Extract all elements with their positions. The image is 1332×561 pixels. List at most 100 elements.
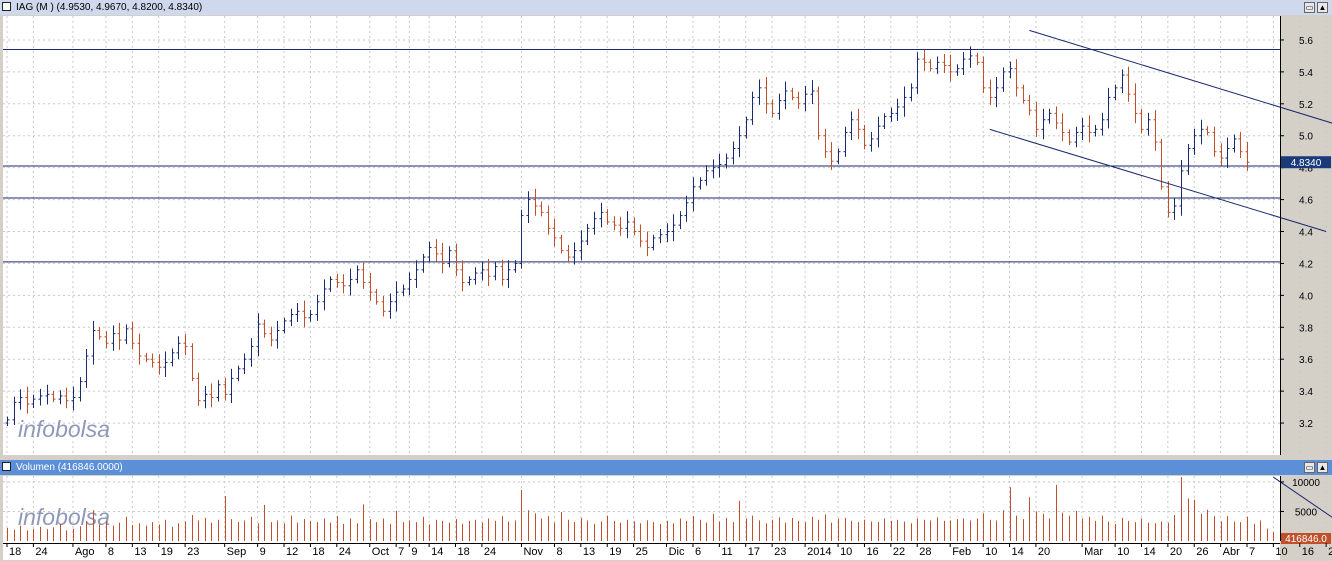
x-tick-label: 20: [1038, 546, 1050, 558]
panel-menu-icon[interactable]: [2, 2, 11, 11]
ohlc-bar: [1205, 126, 1210, 136]
ohlc-bar: [519, 209, 524, 269]
ohlc-bar: [559, 234, 564, 254]
y-tick-label: 5.4: [1299, 68, 1313, 79]
ohlc-bar: [38, 388, 43, 406]
ohlc-bar: [124, 324, 129, 345]
ohlc-bar: [638, 224, 643, 248]
ohlc-bar: [1060, 113, 1065, 142]
minimize-button[interactable]: ▭: [1304, 2, 1315, 13]
ohlc-bar: [500, 259, 505, 286]
ohlc-bar: [1120, 69, 1125, 94]
ohlc-bar: [1225, 137, 1230, 168]
ohlc-bar: [493, 262, 498, 281]
ohlc-bar: [803, 85, 808, 112]
ohlc-bar: [18, 389, 23, 410]
ohlc-bar: [335, 273, 340, 288]
ohlc-bar: [427, 241, 432, 263]
ohlc-bar: [170, 348, 175, 367]
ohlc-bar: [783, 81, 788, 110]
ohlc-bar: [955, 64, 960, 76]
ohlc-bar: [882, 113, 887, 130]
ohlc-bar: [1133, 83, 1138, 124]
ohlc-bar: [836, 148, 841, 165]
x-tick-label: 7: [398, 546, 404, 558]
ohlc-bar: [1054, 106, 1059, 130]
ohlc-bar: [764, 76, 769, 114]
ohlc-bar: [1047, 108, 1052, 124]
ohlc-bar: [111, 325, 116, 351]
ohlc-bar: [1074, 126, 1079, 148]
volume-chart: infobolsa 5000 10000 416846.0 18 24 Ago 8 13 1…: [0, 475, 1332, 561]
trend-line[interactable]: [989, 128, 1327, 232]
ohlc-bar: [163, 351, 168, 377]
panel-menu-icon[interactable]: [2, 462, 11, 471]
ohlc-bar: [71, 386, 76, 411]
x-tick-label: Feb: [952, 546, 971, 558]
trend-line[interactable]: [1029, 29, 1332, 129]
ohlc-bar: [322, 279, 327, 311]
x-tick-label: Mar: [1084, 546, 1103, 558]
ohlc-bar: [849, 111, 854, 141]
ohlc-bar: [381, 296, 386, 317]
ohlc-bar: [1245, 142, 1250, 171]
ohlc-bar: [262, 319, 267, 338]
ohlc-bar: [698, 177, 703, 190]
ohlc-bar: [1087, 115, 1092, 143]
price-panel-titlebar[interactable]: IAG (M ) (4.9530, 4.9670, 4.8200, 4.8340…: [0, 0, 1332, 15]
ohlc-bar: [289, 308, 294, 327]
x-tick-label: 16: [1302, 546, 1314, 558]
maximize-button[interactable]: ▲: [1317, 2, 1328, 13]
x-tick-label: 18: [9, 546, 21, 558]
price-chart: infobolsa 3.2 3.4 3.6 3.8 4.0 4.2 4.4 4.6 4.8 5.0…: [0, 15, 1332, 460]
volume-trend-line[interactable]: [1273, 476, 1332, 536]
ohlc-bar: [948, 54, 953, 82]
ohlc-bar: [843, 126, 848, 157]
minimize-button[interactable]: ▭: [1304, 462, 1315, 473]
ohlc-bar: [961, 52, 966, 76]
ohlc-bar: [460, 260, 465, 292]
ohlc-bar: [724, 153, 729, 169]
x-tick-label: Oct: [372, 546, 389, 558]
ohlc-bar: [1093, 124, 1098, 137]
ohlc-bar: [229, 368, 234, 403]
ohlc-bar: [1186, 144, 1191, 175]
ohlc-bar: [876, 116, 881, 148]
x-tick-label: 17: [748, 546, 760, 558]
volume-panel-titlebar[interactable]: Volumen (416846.0000) ▭ ▲: [0, 460, 1332, 475]
ohlc-bar: [223, 377, 228, 401]
x-tick-label: Ago: [75, 546, 95, 558]
ohlc-bar: [928, 59, 933, 72]
ohlc-bar: [757, 79, 762, 105]
y-tick-label: 10000: [1292, 478, 1320, 489]
ohlc-bar: [579, 230, 584, 261]
ohlc-bar: [104, 331, 109, 349]
volume-plot-area: [3, 476, 1280, 543]
ohlc-bar: [315, 294, 320, 321]
ohlc-bar: [1008, 61, 1013, 79]
x-tick-label: 13: [134, 546, 146, 558]
y-tick-label: 4.4: [1299, 228, 1313, 239]
x-tick-label: 14: [1012, 546, 1024, 558]
ohlc-bar: [902, 86, 907, 117]
x-tick-label: Sep: [227, 546, 247, 558]
ohlc-bar: [975, 52, 980, 66]
ohlc-bar: [684, 195, 689, 222]
x-tick-label: 24: [484, 546, 496, 558]
y-tick-label: 3.6: [1299, 355, 1313, 366]
x-axis-strip: [3, 543, 1280, 560]
x-tick-label: 20: [1170, 546, 1182, 558]
x-tick-label: 10: [1117, 546, 1129, 558]
ohlc-bar: [12, 396, 17, 426]
x-tick-label: 10: [840, 546, 852, 558]
x-tick-label: 23: [774, 546, 786, 558]
ohlc-bar: [552, 218, 557, 247]
ohlc-bar: [671, 214, 676, 242]
ohlc-bar: [1106, 87, 1111, 129]
x-tick-label: 23: [187, 546, 199, 558]
ohlc-bar: [78, 377, 83, 402]
ohlc-bar: [1021, 84, 1026, 104]
x-tick-label: 24: [1328, 546, 1332, 558]
ohlc-bar: [572, 242, 577, 265]
maximize-button[interactable]: ▲: [1317, 462, 1328, 473]
